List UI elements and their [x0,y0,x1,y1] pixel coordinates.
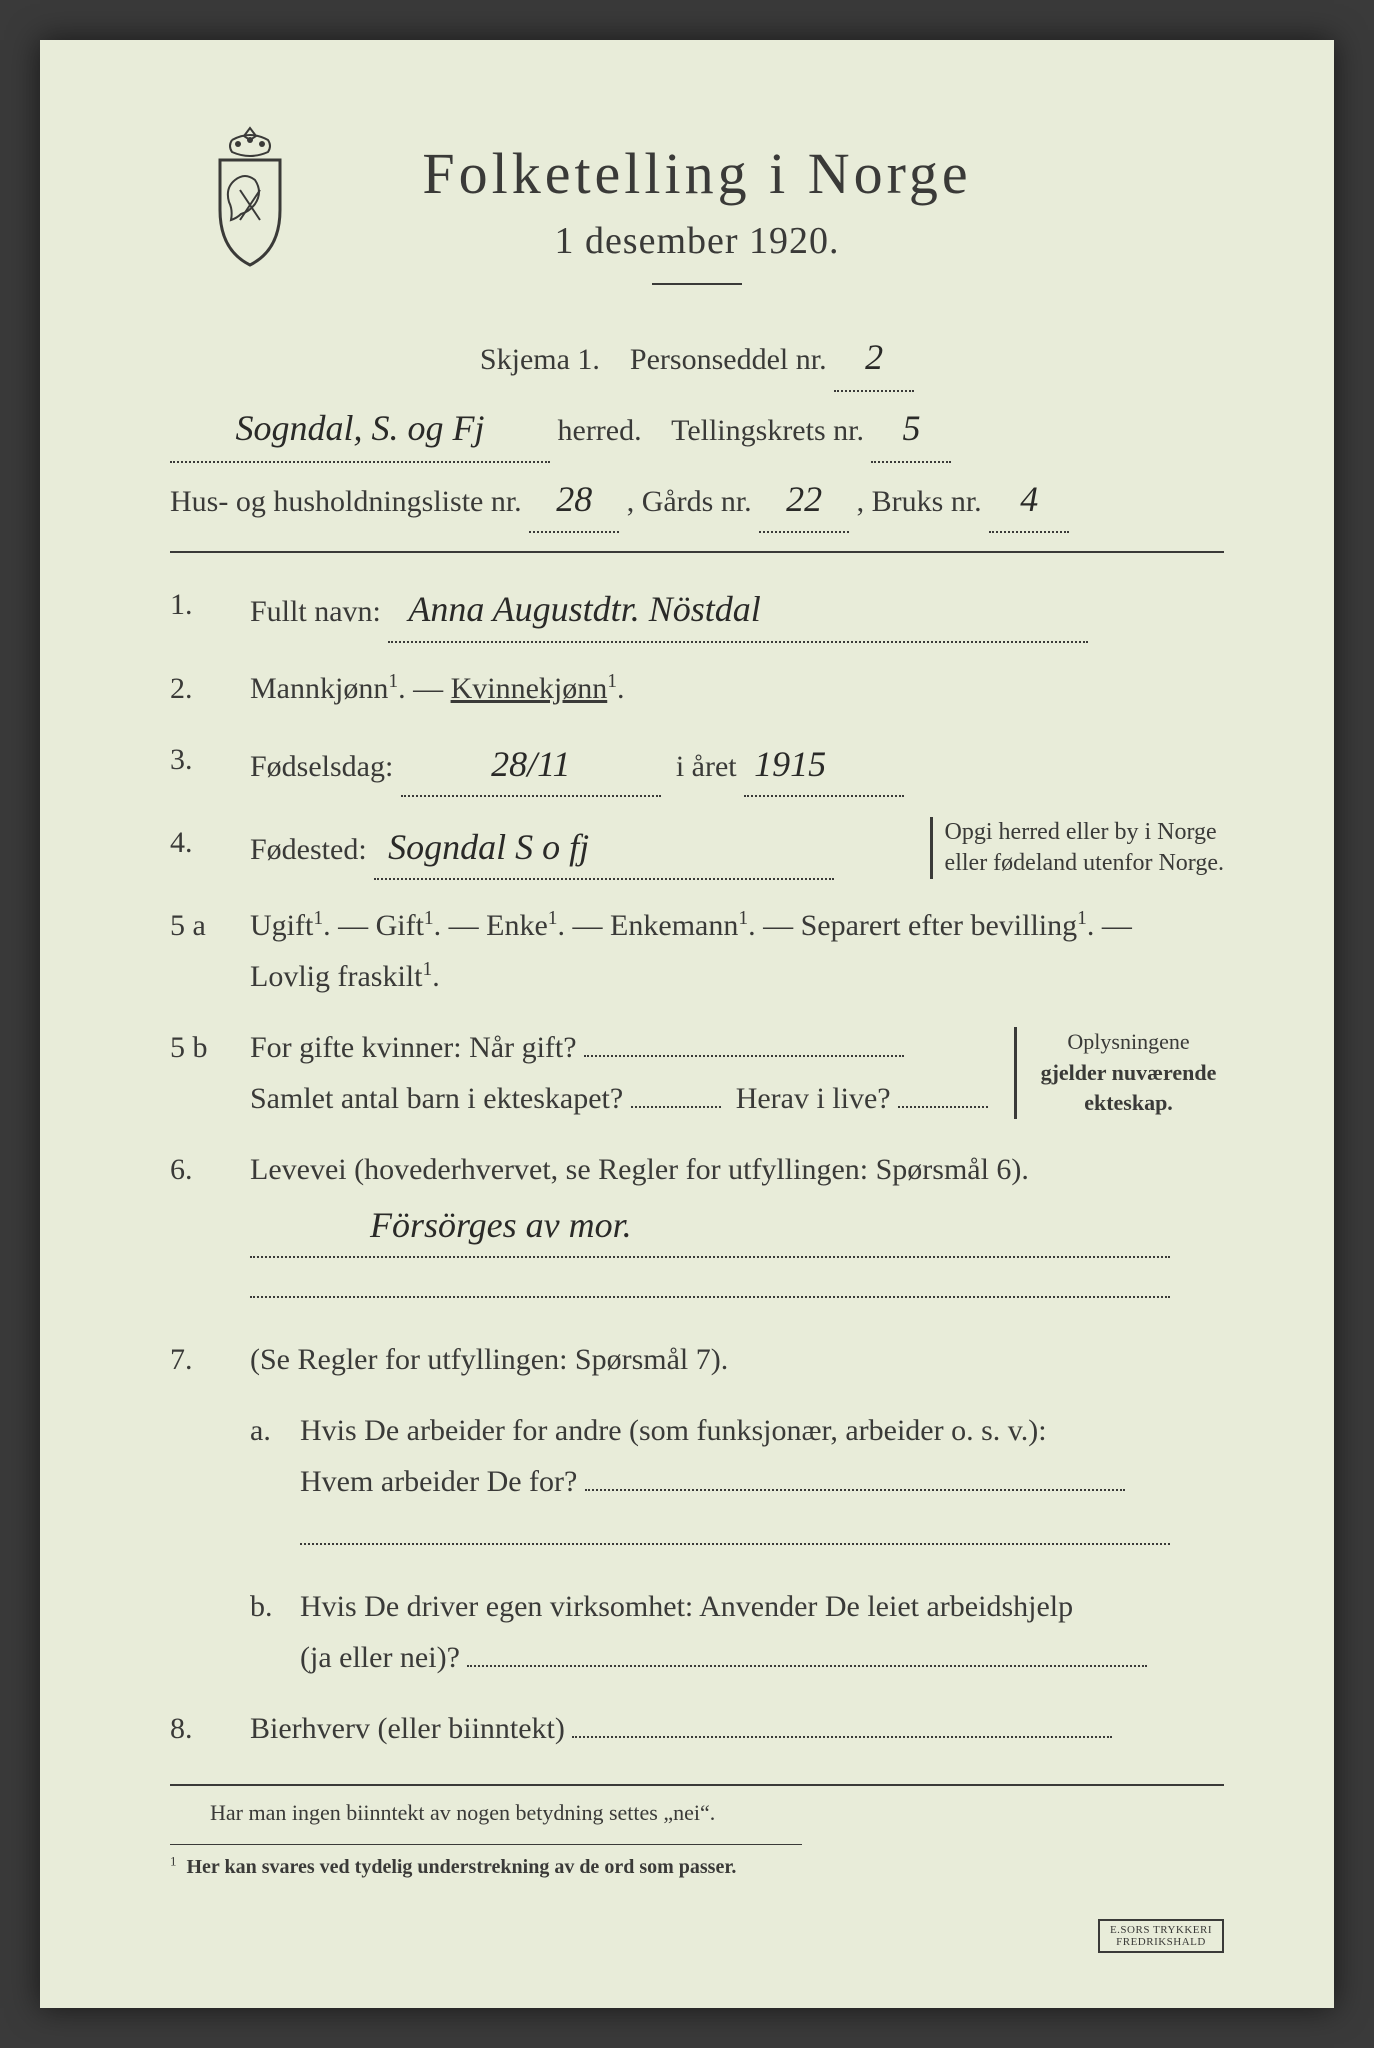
q3-num: 3. [170,734,250,797]
q4-label: Fødested: [250,833,367,866]
q2-sup1: 1 [388,671,398,692]
q5b-label1: For gifte kvinner: Når gift? [250,1031,577,1064]
q7-label: (Se Regler for utfyllingen: Spørsmål 7). [250,1343,728,1376]
q7a-num: a. [250,1405,300,1561]
husliste-label: Hus- og husholdningsliste nr. [170,485,522,518]
footnote-1: Har man ingen biinntekt av nogen betydni… [210,1800,1224,1826]
q5b-note3: ekteskap. [1084,1090,1173,1115]
q3-day: 28/11 [401,734,661,797]
q5b-num: 5 b [170,1022,250,1124]
q1-label: Fullt navn: [250,595,381,628]
q5b-label2: Samlet antal barn i ekteskapet? [250,1082,623,1115]
personseddel-nr: 2 [834,325,914,392]
q2-sup2: 1 [607,671,617,692]
skjema-label: Skjema 1. [480,343,600,376]
bruks-nr: 4 [989,467,1069,534]
q5a-gift: Gift [376,909,424,942]
q4-value: Sogndal S o fj [374,817,834,880]
stamp-line2: FREDRIKSHALD [1110,1936,1212,1948]
q8-row: 8. Bierhverv (eller biinntekt) [170,1703,1224,1754]
q6-label: Levevei (hovederhvervet, se Regler for u… [250,1153,1029,1186]
q7b-text1: Hvis De driver egen virksomhet: Anvender… [300,1590,1073,1623]
q1-row: 1. Fullt navn: Anna Augustdtr. Nöstdal [170,579,1224,642]
form-header: Folketelling i Norge 1 desember 1920. [170,140,1224,285]
herred-label: herred. [558,414,642,447]
q5b-label3: Herav i live? [736,1082,891,1115]
q5b-note2: gjelder nuværende [1041,1060,1217,1085]
q7-num: 7. [170,1334,250,1683]
q5a-ugift: Ugift [250,909,313,942]
q3-year: 1915 [744,734,904,797]
q7-row: 7. (Se Regler for utfyllingen: Spørsmål … [170,1334,1224,1683]
printer-stamp: E.SORS TRYKKERI FREDRIKSHALD [1098,1919,1224,1953]
header-rule [652,283,742,285]
q3-row: 3. Fødselsdag: 28/11 i året 1915 [170,734,1224,797]
q6-row: 6. Levevei (hovederhvervet, se Regler fo… [170,1144,1224,1314]
herred-value: Sogndal, S. og Fj [170,396,550,463]
q2-num: 2. [170,663,250,714]
footnote-2: 1 Her kan svares ved tydelig understrekn… [170,1856,736,1878]
personseddel-label: Personseddel nr. [630,343,827,376]
q5a-num: 5 a [170,900,250,1002]
footnote-divider [170,1784,1224,1786]
gards-nr: 22 [759,467,849,534]
herred-line: Sogndal, S. og Fj herred. Tellingskrets … [170,396,1224,463]
q2-kvinne: Kvinnekjønn [451,672,608,705]
stamp-line1: E.SORS TRYKKERI [1110,1924,1212,1936]
q7a-text2: Hvem arbeider De for? [300,1465,577,1498]
q8-num: 8. [170,1703,250,1754]
q5a-enkemann: Enkemann [610,909,738,942]
q5a-lovlig: Lovlig fraskilt [250,960,422,993]
main-title: Folketelling i Norge [170,140,1224,207]
tellingskrets-label: Tellingskrets nr. [671,414,864,447]
q5a-row: 5 a Ugift1. — Gift1. — Enke1. — Enkemann… [170,900,1224,1002]
divider-1 [170,551,1224,553]
q4-note2: eller fødeland utenfor Norge. [945,848,1224,879]
q6-num: 6. [170,1144,250,1314]
footnote2-text: Her kan svares ved tydelig understreknin… [187,1856,737,1878]
husliste-line: Hus- og husholdningsliste nr. 28 , Gårds… [170,467,1224,534]
q4-row: 4. Fødested: Sogndal S o fj Opgi herred … [170,817,1224,880]
q6-value: Försörges av mor. [250,1195,1170,1258]
q3-label: Fødselsdag: [250,750,393,783]
q5b-note1: Oplysningene [1033,1027,1224,1058]
skjema-line: Skjema 1. Personseddel nr. 2 [170,325,1224,392]
q2-row: 2. Mannkjønn1. — Kvinnekjønn1. [170,663,1224,714]
gards-label: , Gårds nr. [627,485,752,518]
q7b-num: b. [250,1581,300,1683]
q4-note: Opgi herred eller by i Norge eller fødel… [930,817,1224,879]
tellingskrets-nr: 5 [871,396,951,463]
q5a-enke: Enke [486,909,548,942]
q4-note1: Opgi herred eller by i Norge [945,817,1224,848]
husliste-nr: 28 [529,467,619,534]
q5b-note: Oplysningene gjelder nuværende ekteskap. [1014,1027,1224,1119]
footnote2-num: 1 [170,1853,177,1868]
q3-aret: i året [676,750,737,783]
q4-num: 4. [170,817,250,880]
q5b-row: 5 b For gifte kvinner: Når gift? Samlet … [170,1022,1224,1124]
q5a-separert: Separert efter bevilling [801,909,1078,942]
census-form-page: Folketelling i Norge 1 desember 1920. Sk… [40,40,1334,2008]
date-subtitle: 1 desember 1920. [170,219,1224,263]
q1-num: 1. [170,579,250,642]
q1-value: Anna Augustdtr. Nöstdal [388,579,1088,642]
q7a-text1: Hvis De arbeider for andre (som funksjon… [300,1414,1047,1447]
bruks-label: , Bruks nr. [857,485,982,518]
q2-mann: Mannkjønn [250,672,388,705]
q7b-text2: (ja eller nei)? [300,1641,460,1674]
q8-label: Bierhverv (eller biinntekt) [250,1712,565,1745]
coat-of-arms-icon [190,120,310,280]
